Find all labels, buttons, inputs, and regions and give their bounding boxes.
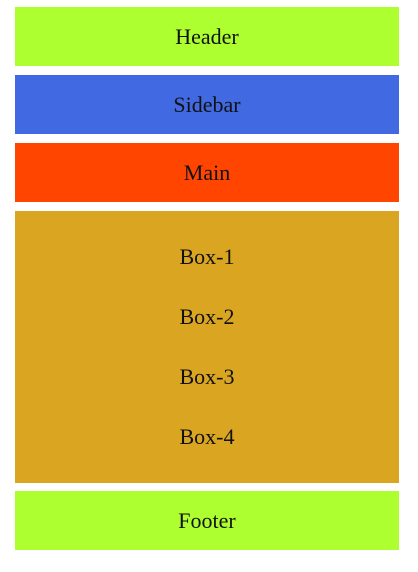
box-item-2: Box-2 (180, 287, 235, 347)
box-item-4: Box-4 (180, 407, 235, 467)
footer-block: Footer (15, 491, 399, 550)
box-item-3: Box-3 (180, 347, 235, 407)
header-label: Header (175, 23, 239, 49)
sidebar-block: Sidebar (15, 75, 399, 134)
box-label: Box-2 (179, 304, 235, 329)
header-block: Header (15, 7, 399, 66)
boxes-container: Box-1 Box-2 Box-3 Box-4 (15, 211, 399, 483)
box-item-1: Box-1 (180, 227, 235, 287)
box-label: Box-1 (179, 244, 235, 269)
box-label: Box-3 (179, 364, 235, 389)
footer-label: Footer (178, 507, 236, 533)
sidebar-label: Sidebar (173, 91, 241, 117)
main-block: Main (15, 143, 399, 202)
box-label: Box-4 (179, 424, 235, 449)
main-label: Main (183, 159, 231, 185)
